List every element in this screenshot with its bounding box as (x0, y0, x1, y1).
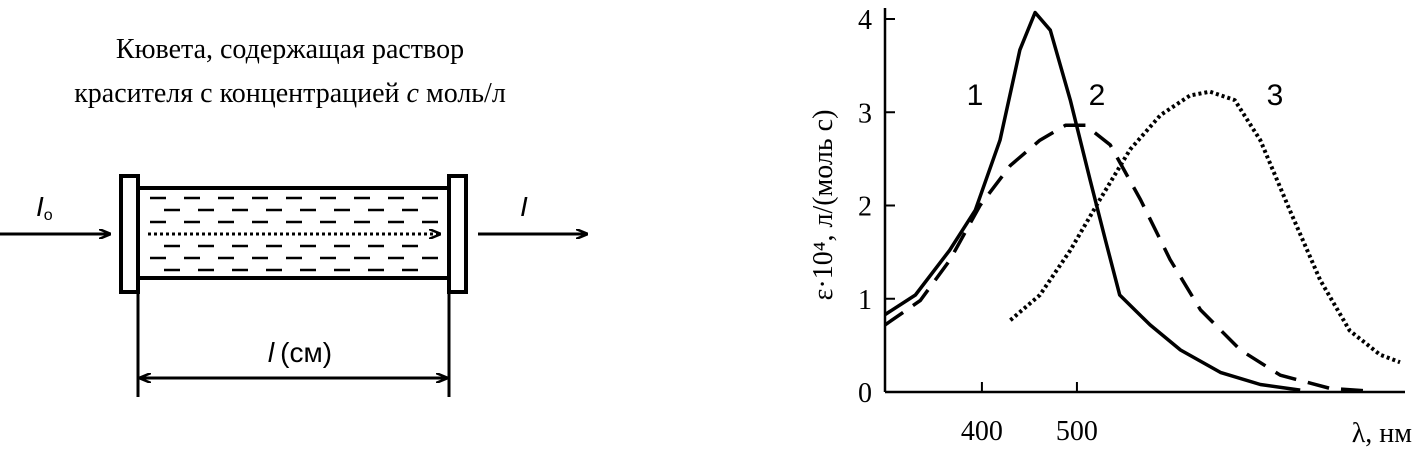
caption-part: красителя с концентрацией (74, 78, 406, 109)
series-label: 1 (967, 79, 984, 112)
series-label: 2 (1089, 79, 1106, 112)
x-tick-label: 400 (961, 416, 1003, 447)
label-part: o (44, 207, 53, 224)
series-label: 3 (1267, 79, 1284, 112)
caption: красителя с концентрацией c моль/л (74, 78, 506, 109)
label-part: l (268, 337, 275, 368)
solution (150, 196, 438, 272)
x-tick-label: 500 (1056, 416, 1098, 447)
y-axis-label: ε·10⁴, л/(моль с) (808, 110, 839, 301)
caption-part: моль/л (419, 78, 506, 109)
cuvette-diagram: Кювета, содержащая раствор красителя с к… (0, 34, 587, 397)
series-line (1009, 89, 1401, 365)
chart: 0 1 2 3 4 400 500 λ, нм ε·10⁴, л/(моль с) 1 2 3 (808, 5, 1412, 449)
label-part: (см) (280, 337, 332, 368)
y-tick-label: 4 (858, 5, 872, 36)
y-tick-label: 3 (858, 98, 872, 129)
series-line (884, 123, 1371, 393)
length-label: l (см) (268, 337, 332, 368)
label-part: I (36, 191, 44, 222)
window (447, 174, 468, 294)
incident-label: Io (36, 191, 53, 224)
caption: Кювета, содержащая раствор (116, 34, 464, 65)
x-axis-label: λ, нм (1352, 418, 1413, 449)
window (119, 174, 140, 294)
y-tick-label: 0 (858, 378, 872, 409)
transmitted-label: I (520, 191, 528, 222)
y-tick-label: 1 (858, 285, 872, 316)
series-line (884, 10, 1301, 392)
caption-part: c (407, 78, 420, 109)
y-tick-label: 2 (858, 192, 872, 223)
